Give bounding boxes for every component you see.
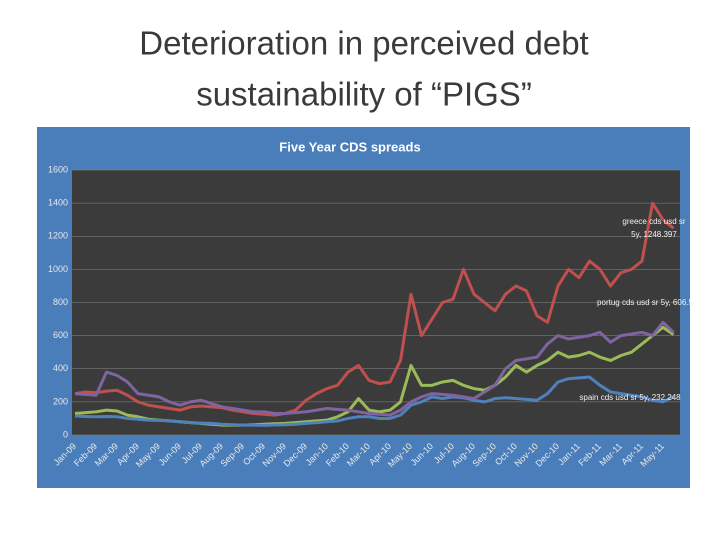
annotation: greece cds usd sr xyxy=(622,217,685,226)
annotation: spain cds usd sr 5y, 232.248 xyxy=(579,393,681,402)
line-series xyxy=(74,375,675,427)
y-tick-label: 200 xyxy=(53,396,68,406)
y-tick-label: 0 xyxy=(63,429,68,439)
chart-title: Five Year CDS spreads xyxy=(279,139,420,154)
y-tick-label: 600 xyxy=(53,330,68,340)
y-tick-label: 1200 xyxy=(48,231,68,241)
slide-title: Deterioration in perceived debt xyxy=(139,25,588,62)
y-tick-label: 1400 xyxy=(48,198,68,208)
line-series xyxy=(74,201,675,417)
y-tick-label: 400 xyxy=(53,363,68,373)
slide-title: sustainability of “PIGS” xyxy=(196,76,532,113)
annotation: portug cds usd sr 5y, 606.5 xyxy=(597,298,693,307)
y-tick-label: 1600 xyxy=(48,164,68,174)
y-tick-label: 1000 xyxy=(48,264,68,274)
y-tick-label: 800 xyxy=(53,297,68,307)
annotation: 5y, 1248.397 xyxy=(631,230,677,239)
line-series xyxy=(74,320,675,417)
